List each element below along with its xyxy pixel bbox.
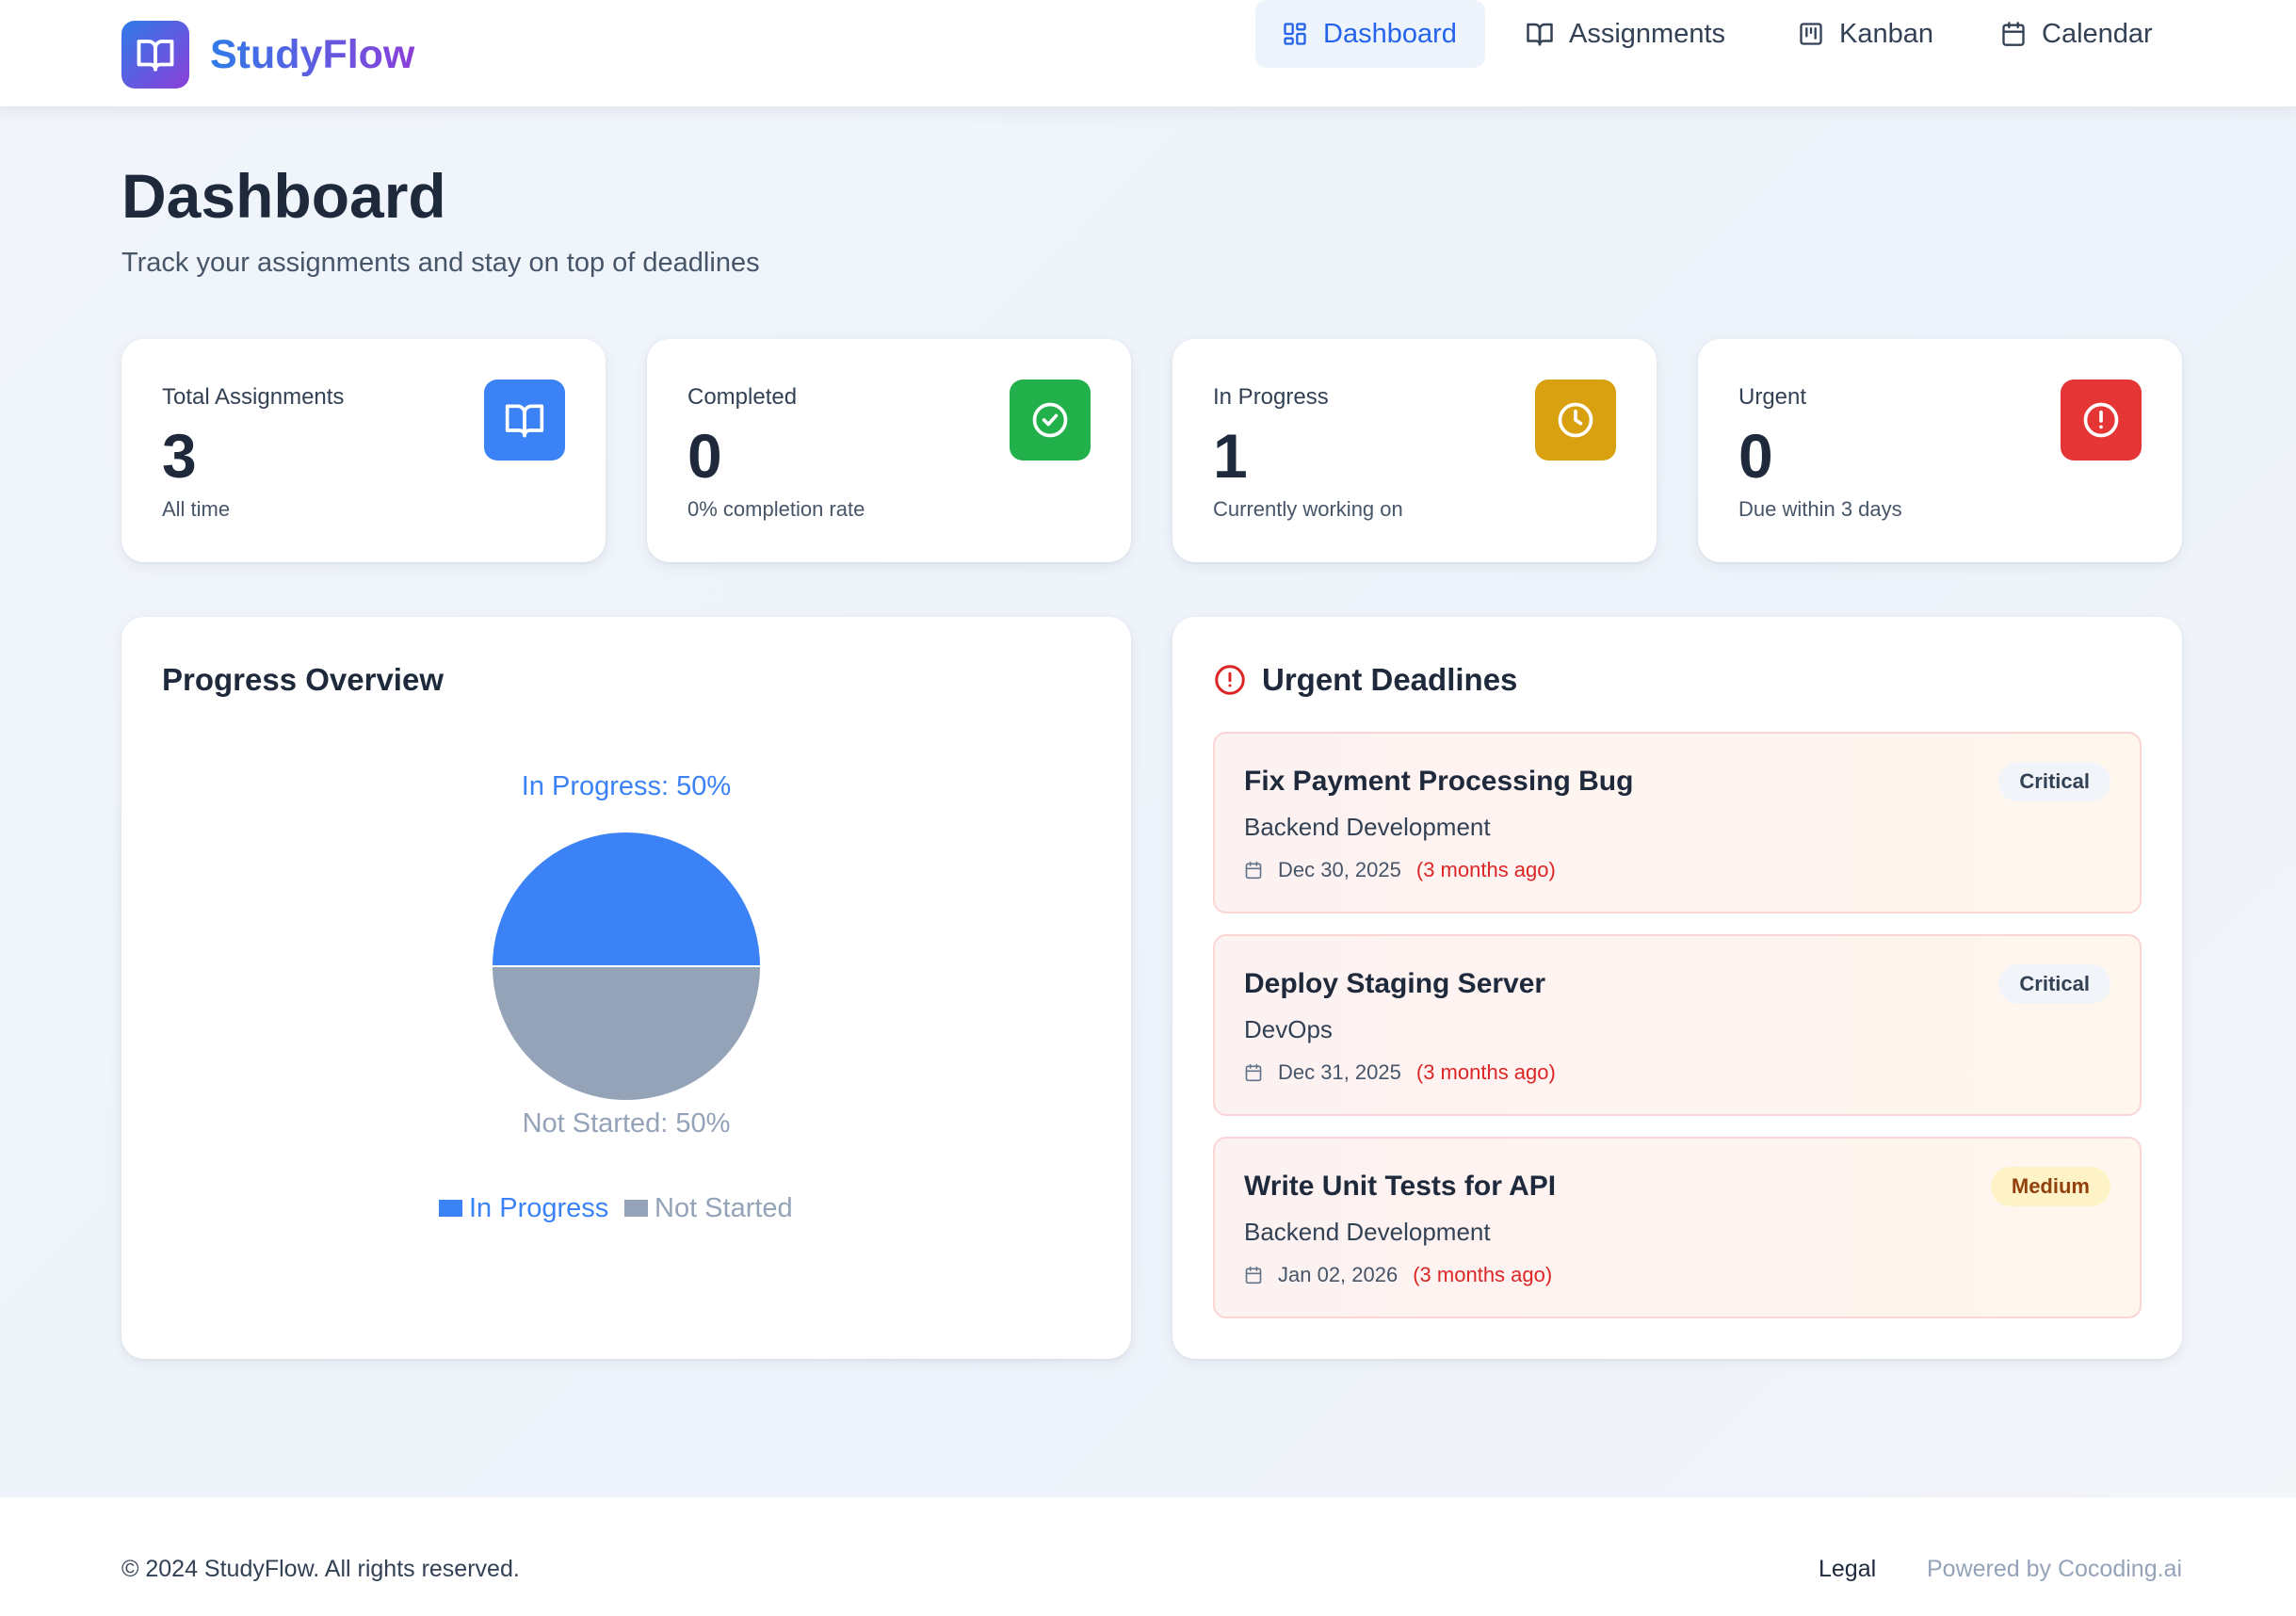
stat-card-completed: Completed 0 0% completion rate bbox=[647, 339, 1131, 562]
deadline-relative-time: (3 months ago) bbox=[1415, 858, 1556, 881]
deadline-relative-time: (3 months ago) bbox=[1415, 1060, 1556, 1084]
deadline-date-row: Jan 02, 2026 (3 months ago) bbox=[1244, 1263, 1552, 1287]
check-circle-icon bbox=[1010, 380, 1091, 461]
stat-value: 0 bbox=[687, 421, 722, 491]
legend-swatch bbox=[439, 1200, 462, 1217]
stat-card-urgent: Urgent 0 Due within 3 days bbox=[1698, 339, 2182, 562]
urgent-deadlines-header: Urgent Deadlines bbox=[1213, 662, 1517, 698]
nav-kanban[interactable]: Kanban bbox=[1798, 0, 1933, 68]
pie-slice-in-progress[interactable] bbox=[490, 831, 763, 967]
kanban-icon bbox=[1800, 23, 1822, 45]
deadline-date: Jan 02, 2026 bbox=[1278, 1263, 1399, 1286]
calendar-icon bbox=[1245, 1063, 1262, 1082]
deadline-course: Backend Development bbox=[1244, 813, 1491, 841]
stat-label: Completed bbox=[687, 384, 798, 410]
copyright-text: © 2024 StudyFlow. All rights reserved. bbox=[121, 1556, 520, 1582]
deadline-relative-time: (3 months ago) bbox=[1413, 1263, 1553, 1286]
page-title: Dashboard bbox=[121, 161, 446, 231]
legend-label: Not Started bbox=[655, 1193, 793, 1223]
nav-dashboard-label: Dashboard bbox=[1323, 18, 1457, 49]
legal-link[interactable]: Legal bbox=[1819, 1556, 1877, 1582]
pie-slice-not-started[interactable] bbox=[490, 965, 763, 1102]
stat-card-in-progress: In Progress 1 Currently working on bbox=[1172, 339, 1657, 562]
clock-icon bbox=[1535, 380, 1616, 461]
stat-label: Urgent bbox=[1738, 384, 1807, 410]
deadline-date-row: Dec 30, 2025 (3 months ago) bbox=[1244, 858, 1556, 882]
stat-sub: All time bbox=[162, 497, 231, 521]
deadline-title: Fix Payment Processing Bug bbox=[1244, 766, 1634, 797]
stat-value: 1 bbox=[1213, 421, 1248, 491]
brand[interactable]: StudyFlow bbox=[121, 21, 414, 89]
priority-badge: Medium bbox=[1990, 1167, 2110, 1206]
legend-item-not-started[interactable]: Not Started bbox=[624, 1193, 793, 1223]
nav-kanban-label: Kanban bbox=[1839, 18, 1933, 49]
stat-sub: Currently working on bbox=[1213, 497, 1403, 521]
alert-circle-icon bbox=[1215, 665, 1245, 695]
urgent-deadlines-panel: Urgent Deadlines Fix Payment Processing … bbox=[1172, 617, 2182, 1359]
deadline-item[interactable]: Fix Payment Processing Bug Backend Devel… bbox=[1213, 732, 2142, 913]
deadline-title: Write Unit Tests for API bbox=[1244, 1171, 1557, 1202]
book-icon bbox=[484, 380, 565, 461]
legend-label: In Progress bbox=[469, 1193, 608, 1223]
legend-swatch bbox=[624, 1200, 648, 1217]
pie-label-not-started: Not Started: 50% bbox=[523, 1108, 731, 1139]
stat-value: 3 bbox=[162, 421, 197, 491]
nav-calendar-label: Calendar bbox=[2042, 18, 2153, 49]
progress-overview-panel: Progress Overview In Progress: 50% Not St… bbox=[121, 617, 1131, 1359]
footer: © 2024 StudyFlow. All rights reserved. L… bbox=[0, 1497, 2296, 1616]
brand-name: StudyFlow bbox=[210, 31, 415, 77]
deadline-date: Dec 30, 2025 bbox=[1278, 858, 1401, 881]
pie-label-in-progress: In Progress: 50% bbox=[522, 771, 731, 801]
page-subtitle: Track your assignments and stay on top o… bbox=[121, 248, 760, 278]
alert-circle-icon bbox=[2061, 380, 2142, 461]
priority-badge: Critical bbox=[1998, 964, 2110, 1004]
stat-label: Total Assignments bbox=[162, 384, 345, 410]
book-icon bbox=[121, 21, 189, 89]
calendar-icon bbox=[1245, 861, 1262, 880]
stat-card-total: Total Assignments 3 All time bbox=[121, 339, 606, 562]
top-navbar: StudyFlow Dashboard Assignments Kanban C… bbox=[0, 0, 2296, 107]
stat-sub: Due within 3 days bbox=[1738, 497, 1902, 521]
nav-dashboard[interactable]: Dashboard bbox=[1255, 0, 1485, 68]
deadline-course: DevOps bbox=[1244, 1015, 1333, 1043]
urgent-deadlines-title: Urgent Deadlines bbox=[1262, 662, 1518, 697]
powered-by-text[interactable]: Powered by Cocoding.ai bbox=[1927, 1556, 2182, 1582]
calendar-icon bbox=[1245, 1266, 1262, 1285]
nav-assignments-label: Assignments bbox=[1569, 18, 1726, 49]
deadline-date-row: Dec 31, 2025 (3 months ago) bbox=[1244, 1060, 1556, 1085]
stat-label: In Progress bbox=[1213, 384, 1329, 410]
progress-pie-chart: In Progress: 50% Not Started: 50% In Progr… bbox=[439, 771, 793, 1223]
nav-calendar[interactable]: Calendar bbox=[2000, 0, 2153, 68]
deadline-date: Dec 31, 2025 bbox=[1278, 1060, 1401, 1084]
deadline-item[interactable]: Write Unit Tests for API Backend Develop… bbox=[1213, 1137, 2142, 1318]
dashboard-grid-icon bbox=[1284, 23, 1306, 45]
deadline-title: Deploy Staging Server bbox=[1244, 968, 1546, 999]
stat-value: 0 bbox=[1738, 421, 1773, 491]
progress-overview-title: Progress Overview bbox=[162, 662, 444, 697]
deadline-item[interactable]: Deploy Staging Server DevOps Dec 31, 202… bbox=[1213, 934, 2142, 1116]
nav-assignments[interactable]: Assignments bbox=[1526, 0, 1725, 68]
legend-item-in-progress[interactable]: In Progress bbox=[439, 1193, 608, 1223]
book-icon bbox=[1527, 23, 1553, 46]
deadline-course: Backend Development bbox=[1244, 1218, 1491, 1246]
stat-sub: 0% completion rate bbox=[687, 497, 865, 521]
priority-badge: Critical bbox=[1998, 762, 2110, 801]
calendar-icon bbox=[2002, 22, 2025, 46]
